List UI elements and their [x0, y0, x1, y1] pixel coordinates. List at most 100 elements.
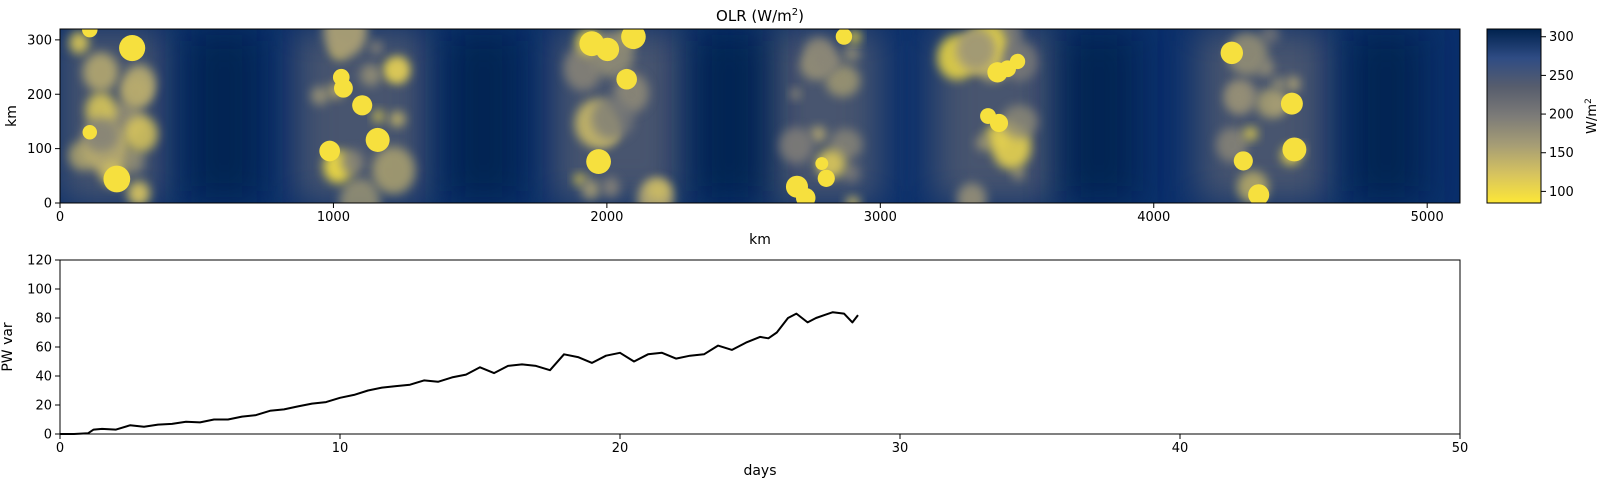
heatmap-y-tick-label: 300 [27, 33, 52, 48]
convective-core [579, 31, 605, 57]
convective-cell [1257, 58, 1275, 77]
line-x-tick-label: 0 [56, 441, 64, 456]
convective-cell [1000, 104, 1038, 139]
line-plot-area [59, 259, 1461, 435]
convective-cell [845, 196, 861, 203]
pw-var-line [60, 311, 859, 435]
line-x-label: days [743, 463, 776, 479]
convective-core [980, 108, 996, 125]
convective-cell [1243, 127, 1258, 141]
line-y-ticks: 0 20 40 60 80 100 120 [27, 254, 60, 443]
line-y-tick-label: 80 [35, 312, 52, 327]
convective-cell [646, 179, 671, 201]
line-panel: 0 10 20 30 40 50 0 20 40 60 80 100 120 days PW var [0, 254, 1468, 480]
convective-cell [1012, 166, 1025, 180]
colorbar-label-main: W/m [1585, 104, 1600, 134]
heatmap-x-label: km [749, 232, 771, 248]
heatmap-y-tick-label: 200 [27, 88, 52, 103]
heatmap-x-ticks: 0 1000 2000 3000 4000 5000 [56, 203, 1444, 225]
convective-cell [842, 163, 860, 183]
colorbar-label-sup: 2 [1584, 98, 1594, 104]
convective-core [785, 175, 809, 198]
dry-band-3 [1060, 29, 1138, 203]
convective-core [352, 95, 373, 116]
dry-band-4 [1347, 29, 1425, 203]
convective-cell [825, 64, 861, 98]
convective-core [817, 169, 835, 187]
heatmap-x-tick-label: 5000 [1411, 210, 1444, 225]
convective-core [119, 34, 146, 62]
convective-core [1220, 41, 1244, 65]
heatmap-y-tick-label: 100 [27, 142, 52, 157]
convective-core [1280, 92, 1303, 115]
convective-cell [848, 31, 861, 43]
convective-core [815, 157, 829, 170]
line-y-tick-label: 0 [44, 428, 52, 443]
colorbar-ticks: 100 150 200 250 300 [1541, 30, 1574, 200]
heatmap-title-sup: 2 [792, 7, 798, 18]
colorbar-label: W/m2 [1584, 98, 1600, 134]
convective-core [103, 165, 131, 193]
convective-cell [843, 45, 861, 62]
convective-cell [1273, 77, 1285, 92]
convective-cell [389, 111, 406, 127]
line-x-tick-label: 10 [332, 441, 349, 456]
convective-cell [790, 88, 801, 100]
convective-cell [581, 179, 601, 200]
convective-cell [119, 75, 152, 110]
line-x-tick-label: 30 [892, 441, 909, 456]
convective-core [365, 127, 390, 152]
convective-cell [810, 45, 836, 74]
convective-cell [82, 52, 119, 92]
convective-cell [975, 135, 993, 151]
colorbar: 100 150 200 250 300 W/m2 [1486, 28, 1600, 204]
convective-cell [310, 86, 329, 106]
convective-cell [339, 178, 381, 203]
convective-cell [372, 109, 384, 123]
convective-cell [1259, 29, 1280, 44]
dry-band-0 [185, 29, 263, 203]
convective-cell [957, 182, 987, 203]
heatmap-x-tick-label: 4000 [1137, 210, 1170, 225]
line-x-ticks: 0 10 20 30 40 50 [56, 434, 1468, 456]
convective-cell [370, 41, 382, 55]
convective-core [1282, 137, 1307, 162]
colorbar-tick-label: 100 [1549, 185, 1574, 200]
colorbar-gradient [1486, 28, 1542, 204]
convective-cell [385, 56, 411, 84]
convective-core [82, 29, 98, 38]
convective-cell [779, 127, 814, 164]
convective-cell [573, 173, 587, 186]
heatmap-panel: OLR (W/m2) 0 1000 2000 3000 4000 5000 0 100 200… [4, 7, 1461, 248]
convective-cell [360, 64, 382, 87]
colorbar-tick-label: 250 [1549, 69, 1574, 84]
heatmap-y-label: km [4, 105, 20, 127]
line-x-tick-label: 40 [1172, 441, 1189, 456]
convective-cell [1286, 76, 1301, 92]
heatmap-frame [59, 28, 1461, 204]
heatmap-title: OLR (W/m2) [716, 7, 804, 25]
convective-cell [69, 31, 90, 54]
heatmap-x-tick-label: 3000 [864, 210, 897, 225]
line-x-tick-label: 50 [1452, 441, 1469, 456]
heatmap-title-main: OLR (W/m [716, 7, 792, 25]
heatmap-y-tick-label: 0 [44, 197, 52, 212]
convective-core [1233, 151, 1253, 171]
line-y-label: PW var [0, 322, 16, 372]
convective-cell [810, 126, 827, 143]
convective-core [319, 140, 341, 162]
convective-core [334, 78, 353, 98]
line-y-tick-label: 20 [35, 399, 52, 414]
dry-band-2 [691, 29, 769, 203]
line-x-tick-label: 20 [612, 441, 629, 456]
colorbar-tick-label: 200 [1549, 108, 1574, 123]
convective-core [999, 60, 1016, 78]
convective-cell [601, 176, 620, 198]
convective-cell [340, 149, 365, 175]
convective-cell [127, 181, 151, 203]
heatmap-y-ticks: 0 100 200 300 [27, 33, 60, 212]
convective-cell [1223, 80, 1254, 115]
convective-cell [323, 29, 368, 57]
line-y-tick-label: 40 [35, 370, 52, 385]
